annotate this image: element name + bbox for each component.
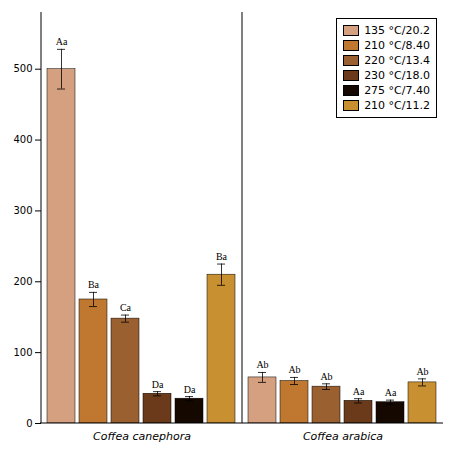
svg-text:200: 200 — [13, 276, 32, 287]
svg-text:Ca: Ca — [120, 302, 132, 313]
svg-text:Aa: Aa — [56, 36, 68, 47]
svg-text:500: 500 — [13, 63, 32, 74]
svg-text:Ab: Ab — [288, 364, 300, 375]
svg-text:Ba: Ba — [88, 279, 100, 290]
svg-text:Da: Da — [184, 384, 196, 395]
svg-text:Ab: Ab — [320, 371, 332, 382]
svg-text:Ab: Ab — [416, 366, 428, 377]
svg-text:0: 0 — [26, 418, 32, 429]
svg-text:100: 100 — [13, 347, 32, 358]
html-text:135 °C/20.2: 135 °C/20.2 — [364, 24, 430, 37]
html-text:210 °C/8.40: 210 °C/8.40 — [364, 39, 430, 52]
svg-text:300: 300 — [13, 205, 32, 216]
svg-text:400: 400 — [13, 134, 32, 145]
svg-text:Coffea canephora: Coffea canephora — [93, 430, 191, 443]
svg-text:Ba: Ba — [216, 251, 228, 262]
html-text:230 °C/18.0: 230 °C/18.0 — [364, 69, 430, 82]
svg-text:Aa: Aa — [385, 387, 397, 398]
svg-text:Coffea arabica: Coffea arabica — [303, 430, 383, 443]
html-text:275 °C/7.40: 275 °C/7.40 — [364, 84, 430, 97]
svg-text:Ab: Ab — [256, 359, 268, 370]
svg-text:Aa: Aa — [353, 386, 365, 397]
html-text:210 °C/11.2: 210 °C/11.2 — [364, 99, 430, 112]
html-text:220 °C/13.4: 220 °C/13.4 — [364, 54, 430, 67]
svg-text:Da: Da — [152, 379, 164, 390]
